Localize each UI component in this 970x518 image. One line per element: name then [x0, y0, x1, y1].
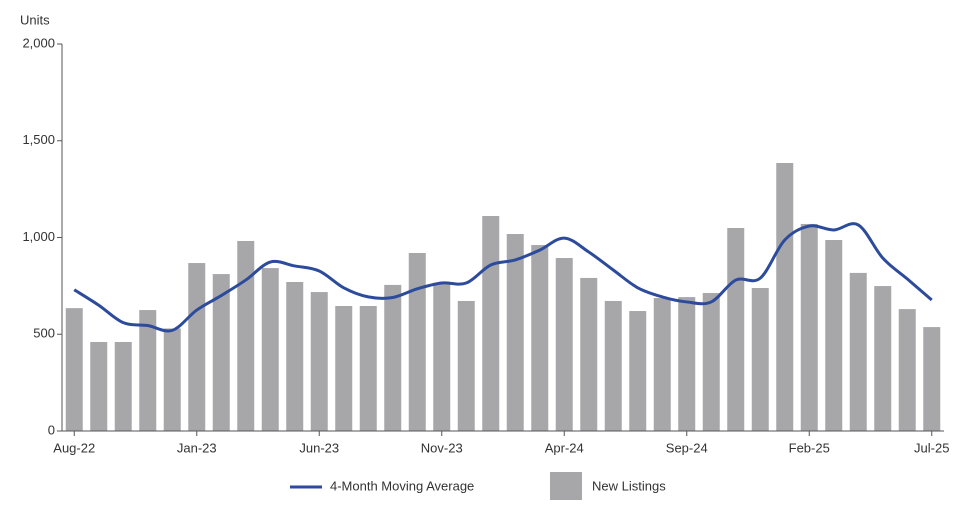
bar — [727, 228, 745, 431]
y-tick-label: 1,500 — [22, 132, 55, 147]
legend-swatch — [550, 472, 582, 500]
x-tick-label: Nov-23 — [421, 440, 463, 455]
bar — [506, 234, 524, 431]
bar — [531, 245, 549, 431]
bar — [139, 310, 157, 431]
x-tick-label: Apr-24 — [545, 440, 584, 455]
bar — [555, 258, 573, 431]
bar — [261, 268, 279, 431]
bar — [653, 298, 671, 431]
bar — [359, 305, 377, 431]
y-axis-title: Units — [20, 12, 50, 27]
bar — [237, 240, 255, 431]
y-tick-label: 500 — [33, 326, 55, 341]
y-tick-label: 0 — [48, 422, 55, 437]
bar — [702, 293, 720, 431]
bar — [335, 305, 353, 431]
line — [73, 222, 933, 333]
x-tick-label: Jun-23 — [299, 440, 339, 455]
y-tick-label: 1,000 — [22, 229, 55, 244]
y-tick-label: 2,000 — [22, 35, 55, 50]
bar — [384, 284, 402, 431]
bar — [163, 328, 181, 431]
bar — [898, 309, 916, 431]
bar — [776, 163, 794, 431]
x-tick-label: Jul-25 — [914, 440, 949, 455]
bar — [874, 286, 892, 431]
x-tick-label: Jan-23 — [177, 440, 217, 455]
legend-label: 4-Month Moving Average — [330, 478, 474, 493]
bar — [188, 263, 206, 431]
bar — [65, 308, 83, 431]
bar — [849, 272, 867, 431]
bar — [923, 327, 941, 431]
bar — [286, 282, 304, 431]
x-tick-label: Aug-22 — [53, 440, 95, 455]
bar — [580, 277, 598, 431]
legend-label: New Listings — [592, 478, 666, 493]
x-tick-label: Feb-25 — [789, 440, 830, 455]
bar — [800, 223, 818, 431]
bar — [408, 252, 426, 431]
bar — [751, 288, 769, 431]
bar — [114, 341, 132, 431]
bar — [604, 300, 622, 431]
bar — [678, 297, 696, 431]
bar — [433, 282, 451, 431]
bar — [629, 311, 647, 431]
bar — [457, 300, 475, 431]
bar — [90, 341, 108, 431]
bar — [310, 292, 328, 431]
bar — [825, 240, 843, 431]
bar — [482, 216, 500, 431]
bar — [212, 274, 230, 431]
x-tick-label: Sep-24 — [666, 440, 708, 455]
